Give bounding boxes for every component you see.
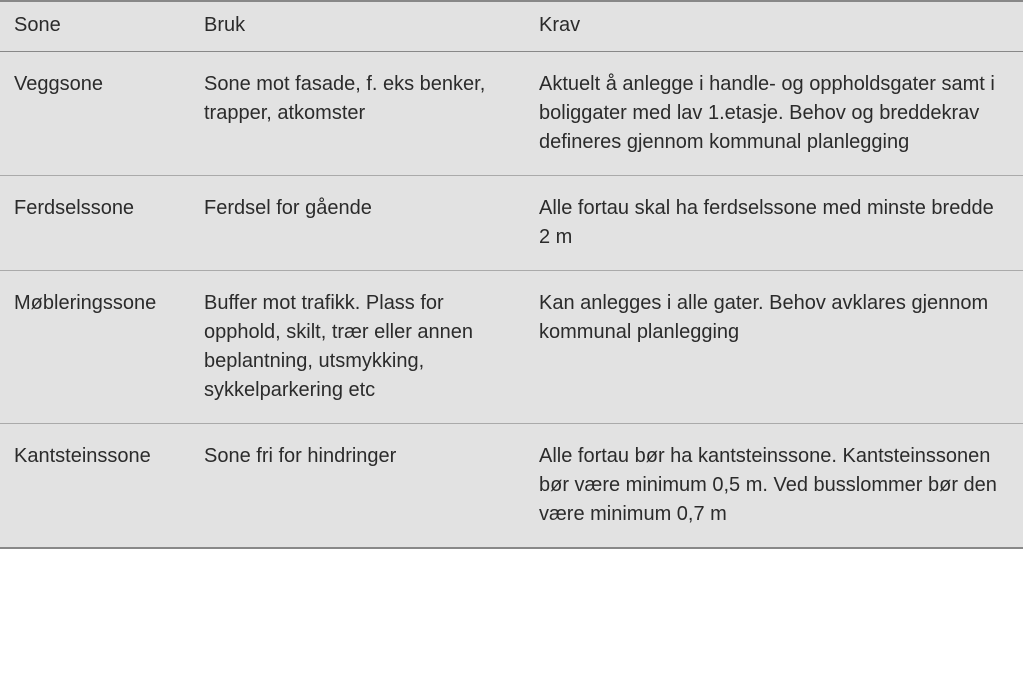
cell-krav: Kan anlegges i alle gater. Behov avklare… [525,271,1023,424]
cell-bruk: Sone fri for hindringer [190,424,525,549]
cell-krav: Alle fortau bør ha kantsteinssone. Kants… [525,424,1023,549]
cell-krav: Alle fortau skal ha ferdselssone med min… [525,176,1023,271]
zones-table: Sone Bruk Krav Veggsone Sone mot fasade,… [0,0,1023,549]
header-krav: Krav [525,1,1023,52]
header-sone: Sone [0,1,190,52]
table-row: Kantsteinssone Sone fri for hindringer A… [0,424,1023,549]
table-row: Møbleringssone Buffer mot trafikk. Plass… [0,271,1023,424]
header-bruk: Bruk [190,1,525,52]
cell-sone: Ferdselssone [0,176,190,271]
table-row: Ferdselssone Ferdsel for gående Alle for… [0,176,1023,271]
zones-table-container: Sone Bruk Krav Veggsone Sone mot fasade,… [0,0,1023,549]
cell-sone: Veggsone [0,52,190,176]
cell-sone: Kantsteinssone [0,424,190,549]
cell-bruk: Ferdsel for gående [190,176,525,271]
cell-krav: Aktuelt å anlegge i handle- og opp­holds… [525,52,1023,176]
cell-bruk: Buffer mot trafikk. Plass for opphold, s… [190,271,525,424]
table-row: Veggsone Sone mot fasade, f. eks benker,… [0,52,1023,176]
cell-sone: Møbleringssone [0,271,190,424]
table-header-row: Sone Bruk Krav [0,1,1023,52]
cell-bruk: Sone mot fasade, f. eks benker, trapper,… [190,52,525,176]
